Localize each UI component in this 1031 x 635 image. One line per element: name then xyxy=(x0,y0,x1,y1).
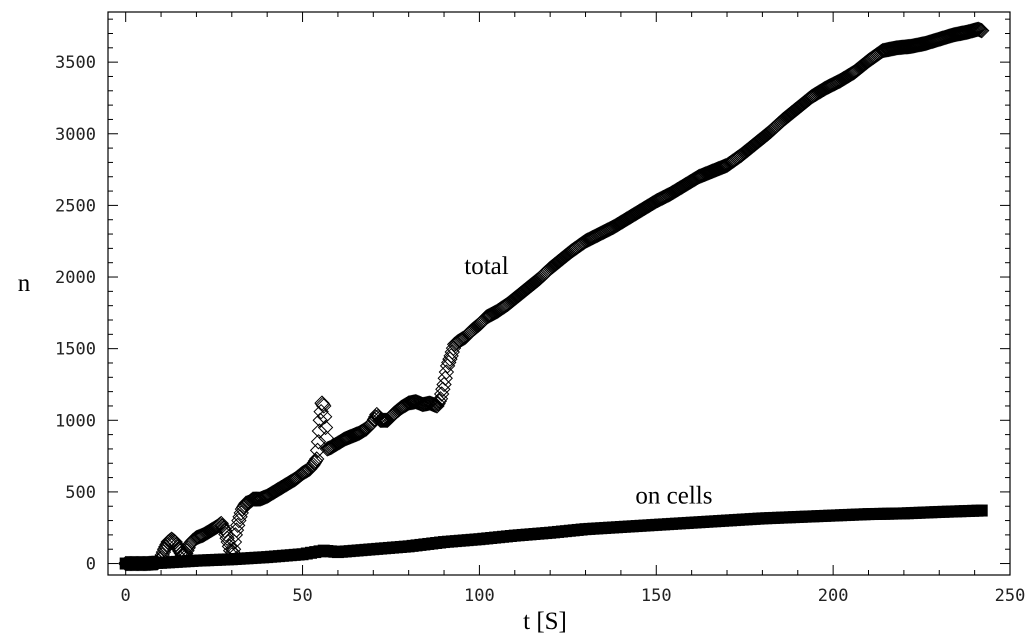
total-point xyxy=(378,412,394,428)
x-tick-label: 100 xyxy=(464,586,495,606)
x-tick-label: 250 xyxy=(995,586,1026,606)
axis-ticks xyxy=(108,12,1011,575)
total-point xyxy=(968,22,984,38)
x-tick-label: 50 xyxy=(292,586,312,606)
total-point xyxy=(973,22,990,39)
total-point xyxy=(306,455,323,471)
series-total xyxy=(117,21,990,572)
total-point xyxy=(313,403,329,420)
y-tick-label: 1500 xyxy=(55,340,96,360)
total-point xyxy=(373,412,390,428)
total-point xyxy=(435,381,451,397)
total-point xyxy=(156,541,173,557)
total-point xyxy=(219,530,235,546)
y-tick-label: 3500 xyxy=(55,53,96,73)
total-point xyxy=(312,412,328,428)
total-point xyxy=(228,522,245,538)
total-point xyxy=(966,22,983,38)
total-point xyxy=(429,398,445,414)
total-point xyxy=(405,394,422,410)
y-axis-title: n xyxy=(18,270,31,297)
total-point xyxy=(961,24,977,40)
x-axis-title: t [S] xyxy=(523,608,567,635)
x-tick-label: 0 xyxy=(121,586,131,606)
total-point xyxy=(226,534,243,550)
total-point xyxy=(376,412,392,428)
y-tick-label: 2000 xyxy=(55,268,96,288)
total-point xyxy=(305,456,321,473)
axis-tick-labels: 0 50 100 150 200 2500500100015002000250030003… xyxy=(55,53,1025,606)
total-point xyxy=(316,398,332,414)
y-tick-label: 500 xyxy=(65,483,96,503)
total-point xyxy=(965,22,982,39)
total-point xyxy=(317,419,334,436)
total-point xyxy=(227,527,244,543)
annotation-on-cells: on cells xyxy=(635,482,712,509)
x-tick-label: 200 xyxy=(818,586,849,606)
total-point xyxy=(213,515,229,532)
annotation-total: total xyxy=(464,253,508,280)
y-tick-label: 2500 xyxy=(55,196,96,216)
total-point xyxy=(217,522,233,539)
y-tick-label: 3000 xyxy=(55,125,96,145)
series-on-cells xyxy=(119,504,988,570)
total-point xyxy=(251,491,267,507)
x-tick-label: 150 xyxy=(641,586,672,606)
total-point xyxy=(430,395,446,412)
total-point xyxy=(229,517,246,534)
total-point xyxy=(432,391,449,407)
total-point xyxy=(235,499,252,515)
total-point xyxy=(316,408,333,425)
data-series xyxy=(117,21,990,572)
total-point xyxy=(308,451,325,467)
total-point xyxy=(969,21,985,38)
total-point xyxy=(214,518,231,534)
plot-frame xyxy=(107,11,1011,576)
y-tick-label: 0 xyxy=(86,555,96,575)
on-cells-point xyxy=(975,504,988,517)
y-tick-label: 1000 xyxy=(55,411,96,431)
total-point xyxy=(963,23,979,39)
total-point xyxy=(433,386,450,402)
total-point xyxy=(307,453,324,469)
total-point xyxy=(911,37,927,53)
total-point xyxy=(956,25,972,41)
total-point xyxy=(310,434,327,450)
